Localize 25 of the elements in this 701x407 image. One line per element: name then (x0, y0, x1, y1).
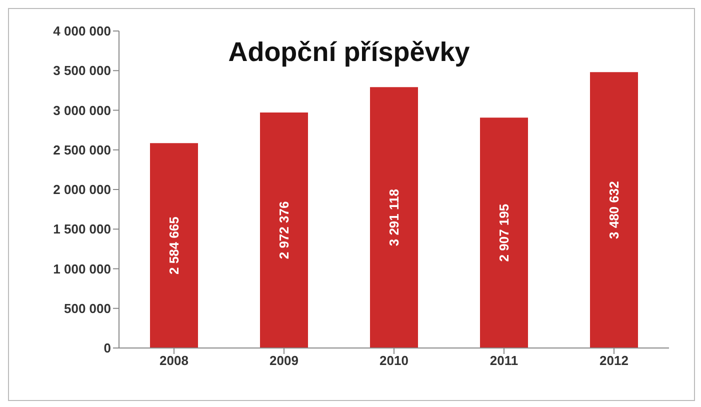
x-tick-label: 2008 (160, 353, 188, 368)
y-tick-label: 500 000 (64, 300, 111, 316)
x-tick-label: 2011 (490, 353, 518, 368)
data-label: 2 584 665 (166, 216, 182, 275)
y-tick-label: 1 000 000 (53, 261, 111, 276)
bar (370, 87, 418, 348)
x-tick-label: 2012 (600, 353, 628, 368)
bar (480, 118, 528, 348)
y-tick-label: 4 000 000 (53, 24, 111, 39)
data-label: 2 907 195 (496, 204, 512, 262)
bar (150, 143, 198, 348)
chart-title: Adopční příspěvky (227, 37, 471, 68)
bar (260, 112, 308, 348)
y-tick-label: 2 500 000 (53, 142, 111, 158)
data-label: 3 480 632 (606, 181, 622, 239)
x-tick-label: 2009 (270, 353, 298, 368)
data-label: 2 972 376 (276, 201, 292, 260)
x-tick-label: 2010 (380, 353, 408, 368)
y-tick-label: 0 (104, 340, 111, 356)
bar (590, 72, 638, 348)
y-tick-label: 2 000 000 (53, 182, 111, 198)
y-tick-label: 1 500 000 (53, 222, 111, 237)
y-tick-label: 3 000 000 (53, 102, 111, 118)
data-label: 3 291 118 (386, 189, 402, 246)
y-tick-label: 3 500 000 (53, 63, 111, 78)
